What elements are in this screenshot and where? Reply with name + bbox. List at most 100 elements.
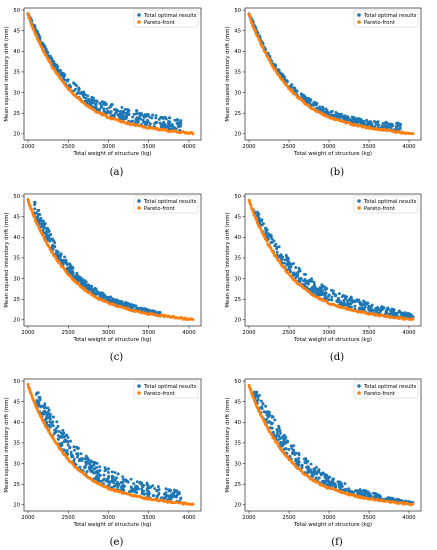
total-result-point — [75, 452, 79, 456]
total-result-point — [398, 126, 402, 130]
total-result-point — [134, 112, 138, 116]
total-result-point — [287, 447, 291, 451]
total-result-point — [67, 267, 71, 271]
x-tick-label: 2000 — [21, 144, 34, 150]
legend-label-total: Total optimal results — [143, 199, 197, 205]
total-result-point — [317, 470, 321, 474]
total-result-point — [315, 472, 319, 476]
total-result-point — [163, 115, 167, 119]
total-result-point — [330, 298, 334, 302]
total-result-point — [342, 298, 346, 302]
total-result-point — [74, 274, 78, 278]
total-result-point — [171, 125, 175, 129]
total-result-point — [288, 454, 292, 458]
total-result-point — [155, 121, 158, 124]
total-result-point — [89, 469, 93, 473]
total-result-point — [371, 308, 375, 312]
total-result-point — [370, 304, 373, 308]
x-tick-label: 3500 — [362, 330, 375, 336]
total-result-point — [261, 402, 265, 406]
total-result-point — [103, 469, 107, 473]
total-result-point — [54, 249, 58, 253]
total-result-point — [367, 306, 370, 310]
total-result-point — [157, 117, 161, 121]
total-result-point — [106, 296, 110, 299]
pareto-point — [30, 210, 34, 213]
total-result-point — [308, 99, 312, 103]
total-result-point — [298, 279, 302, 283]
x-tick-label: 3500 — [142, 330, 155, 336]
total-result-point — [265, 417, 269, 421]
legend-box — [353, 9, 419, 28]
total-result-point — [334, 111, 338, 114]
total-result-point — [324, 107, 328, 111]
total-result-point — [33, 207, 37, 211]
total-result-point — [296, 272, 300, 275]
total-result-point — [62, 448, 66, 452]
total-result-point — [140, 487, 144, 491]
total-result-point — [367, 494, 371, 498]
total-result-point — [129, 489, 133, 493]
legend-label-pareto: Pareto-front — [144, 206, 175, 212]
total-result-point — [129, 477, 133, 481]
total-result-point — [59, 254, 63, 258]
total-result-point — [101, 478, 105, 482]
pareto-point — [32, 29, 36, 32]
total-result-point — [163, 496, 167, 500]
total-result-point — [70, 455, 74, 459]
total-result-point — [277, 245, 281, 249]
total-result-point — [333, 484, 337, 488]
total-result-point — [116, 485, 120, 489]
pareto-point — [37, 225, 41, 229]
total-result-point — [95, 474, 99, 478]
total-result-point — [377, 308, 381, 312]
total-result-point — [48, 413, 51, 417]
total-result-point — [33, 201, 37, 205]
total-result-point — [55, 63, 59, 67]
total-result-point — [266, 412, 270, 416]
total-result-point — [317, 292, 321, 295]
total-result-point — [175, 118, 178, 122]
pareto-point — [46, 427, 50, 431]
legend-label-pareto: Pareto-front — [364, 206, 395, 212]
y-tick-label: 20 — [13, 318, 20, 324]
total-result-point — [146, 118, 149, 122]
y-tick-label: 20 — [234, 132, 241, 138]
total-result-point — [368, 492, 372, 496]
series-pareto-points — [26, 197, 195, 322]
total-result-point — [289, 444, 293, 448]
total-result-point — [120, 105, 124, 109]
legend-marker-pareto — [357, 20, 361, 24]
total-result-point — [318, 289, 322, 293]
total-result-point — [63, 255, 66, 259]
total-result-point — [144, 120, 148, 124]
total-result-point — [60, 441, 64, 445]
total-result-point — [135, 484, 139, 488]
total-result-point — [54, 426, 58, 430]
legend-label-pareto: Pareto-front — [144, 391, 175, 397]
plot-area — [244, 378, 422, 512]
total-result-point — [113, 471, 117, 474]
total-result-point — [347, 302, 351, 306]
x-tick-label: 2500 — [62, 144, 75, 150]
total-result-point — [78, 459, 81, 463]
total-result-point — [327, 298, 331, 302]
y-tick-label: 25 — [13, 111, 20, 117]
pareto-point — [268, 430, 272, 434]
total-result-point — [333, 482, 337, 486]
legend-marker-total — [137, 199, 141, 203]
y-tick-label: 35 — [234, 70, 241, 76]
total-result-point — [372, 491, 375, 495]
total-result-point — [133, 490, 137, 494]
total-result-point — [93, 477, 97, 480]
total-result-point — [75, 84, 78, 88]
total-result-point — [102, 294, 106, 298]
pareto-point — [263, 420, 267, 424]
x-tick-label: 2000 — [242, 144, 255, 150]
y-tick-label: 45 — [234, 28, 241, 34]
total-result-point — [107, 475, 111, 479]
total-result-point — [300, 92, 304, 96]
total-result-point — [35, 216, 39, 220]
total-result-point — [55, 420, 59, 424]
total-result-point — [121, 480, 125, 484]
